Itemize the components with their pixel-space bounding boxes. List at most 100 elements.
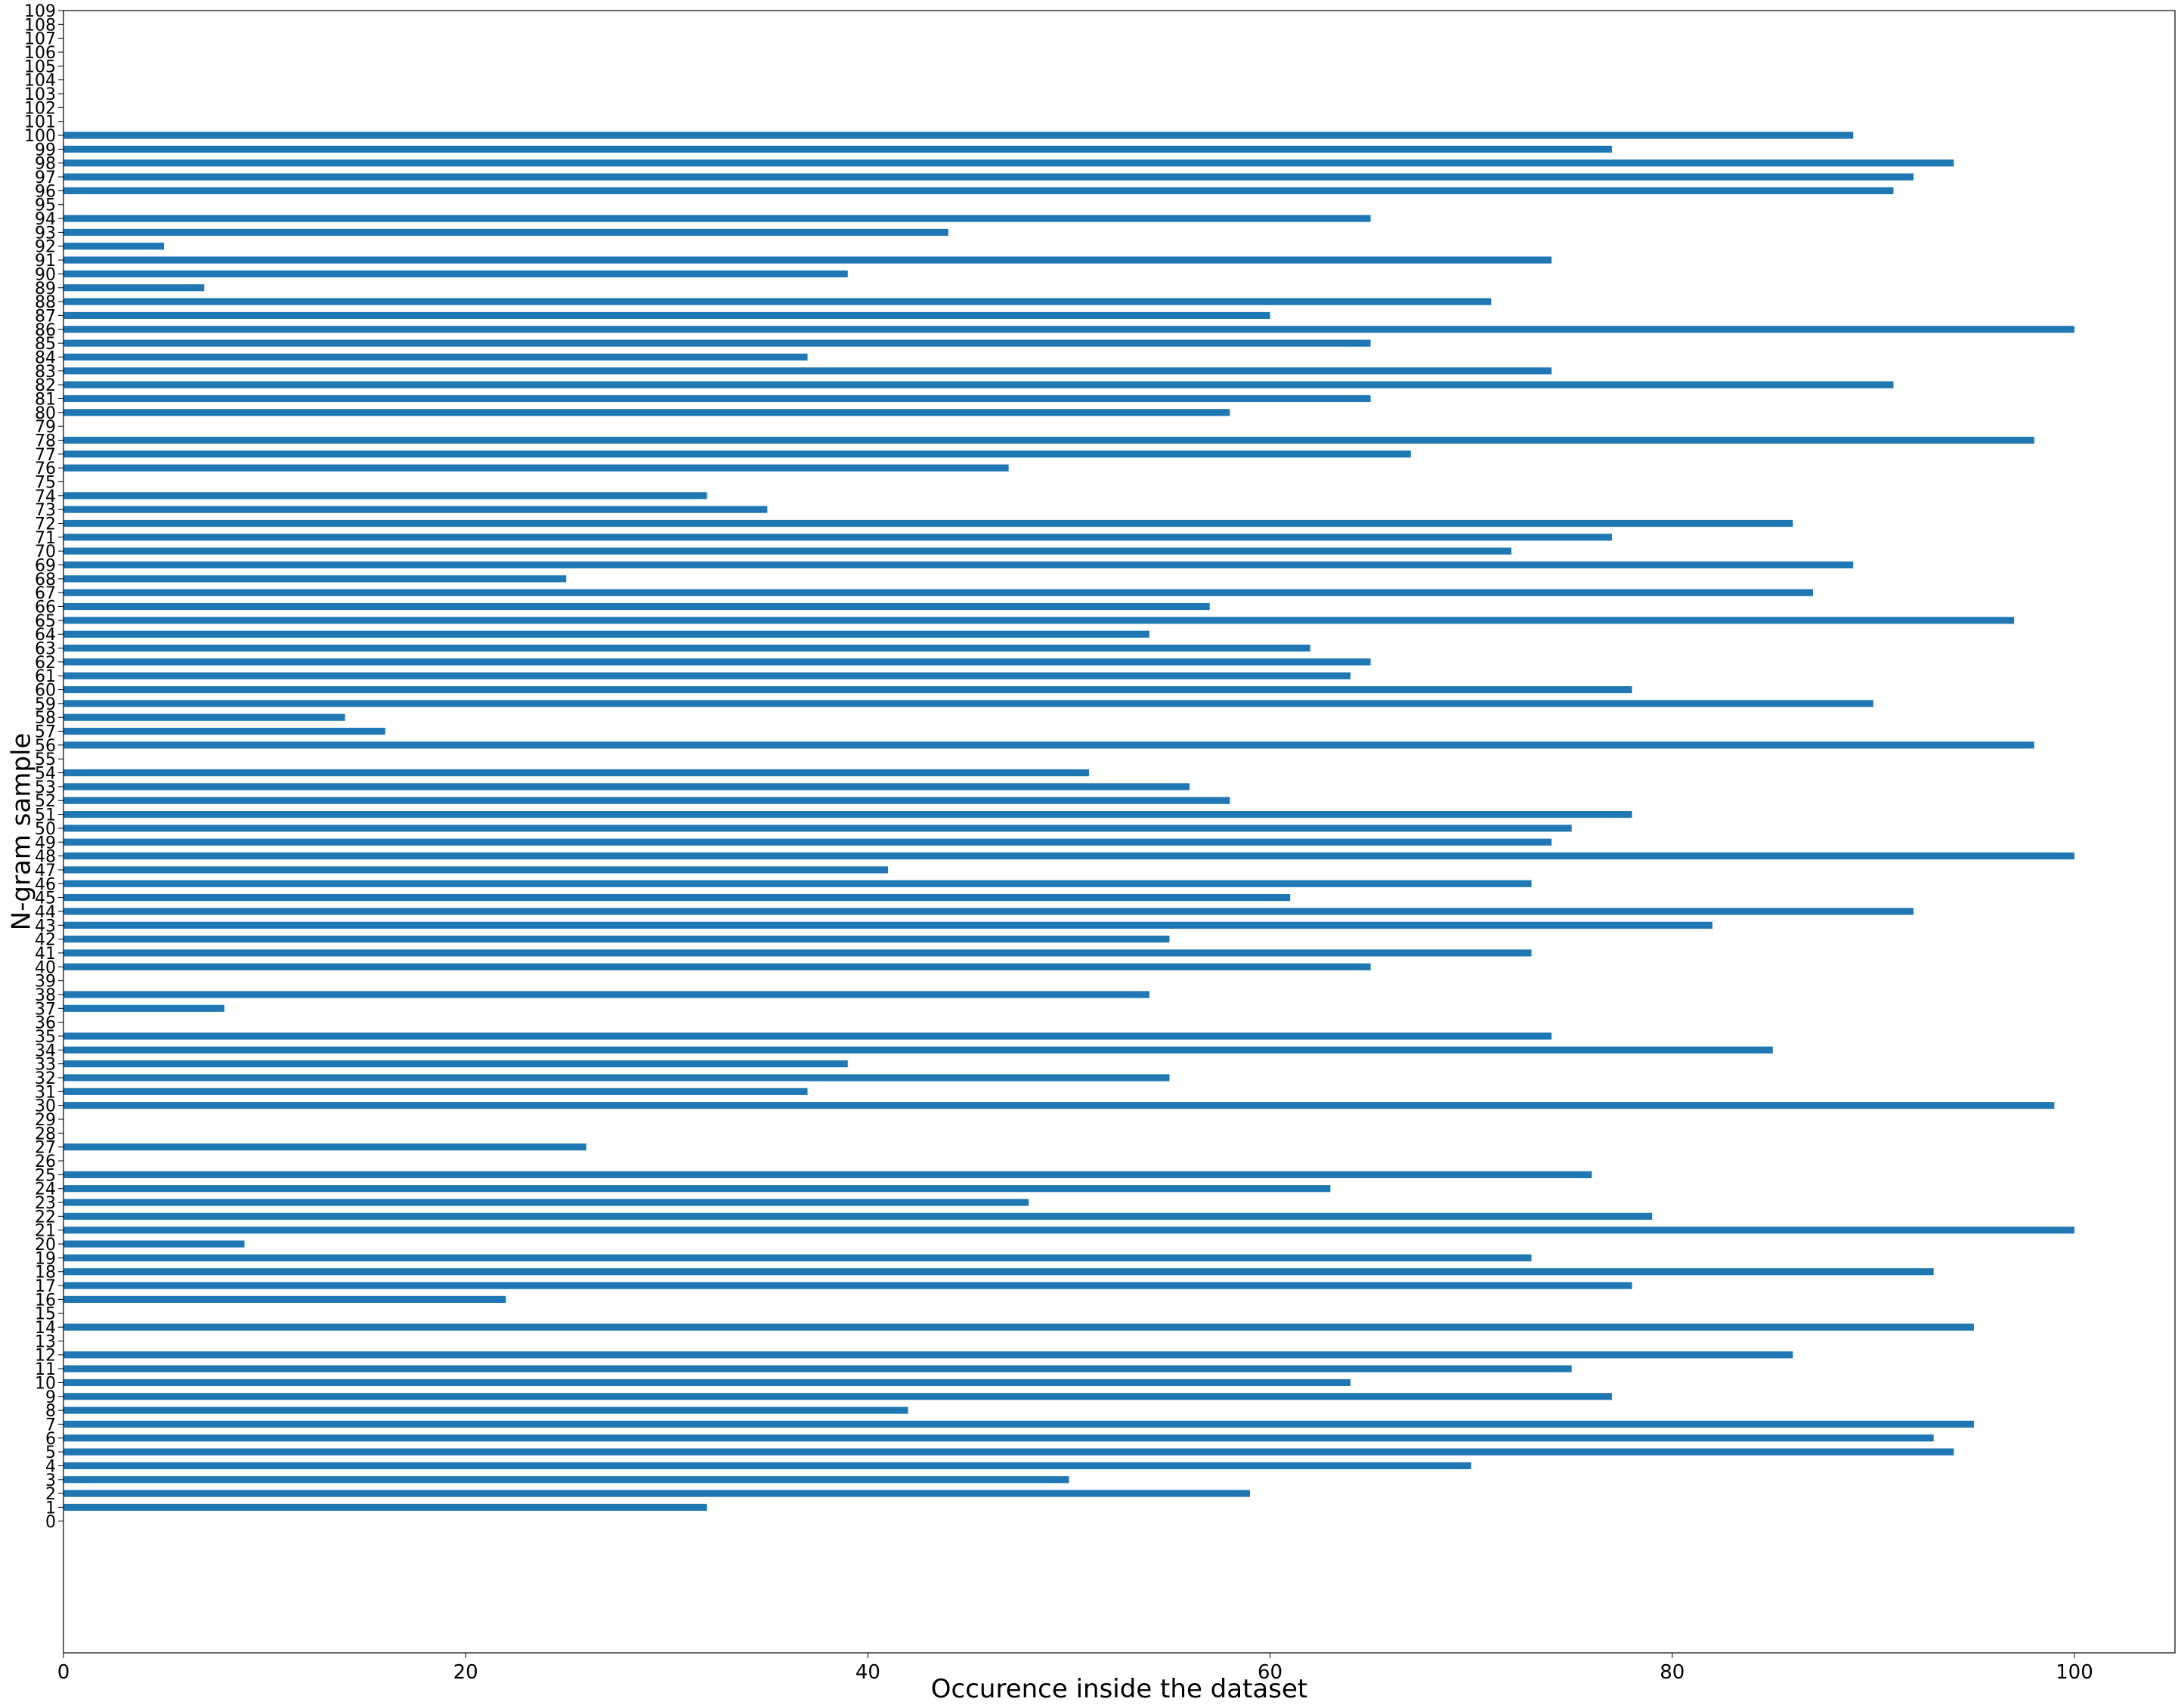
y-tick-label: 69 (35, 557, 56, 576)
y-tick-label: 68 (35, 571, 56, 589)
bar-25 (63, 1171, 1592, 1178)
y-tick-label: 37 (35, 1000, 56, 1019)
bar-73 (63, 506, 768, 513)
y-tick-label: 65 (35, 612, 56, 631)
y-tick-label: 79 (35, 418, 56, 437)
bar-23 (63, 1199, 1029, 1206)
bar-16 (63, 1295, 506, 1303)
y-tick-label: 17 (35, 1277, 56, 1296)
bar-70 (63, 547, 1511, 555)
bar-46 (63, 880, 1532, 887)
y-tick-label: 11 (35, 1360, 56, 1379)
bar-63 (63, 644, 1310, 652)
y-tick-label: 21 (35, 1222, 56, 1241)
bar-64 (63, 630, 1149, 638)
bar-37 (63, 1004, 224, 1012)
y-tick-label: 71 (35, 529, 56, 548)
bar-100 (63, 132, 1854, 139)
bar-11 (63, 1365, 1572, 1372)
y-tick-label: 28 (35, 1125, 56, 1143)
bar-92 (63, 243, 165, 250)
y-tick-label: 24 (35, 1180, 56, 1199)
y-tick-label: 36 (35, 1014, 56, 1033)
y-tick-label: 9 (45, 1388, 56, 1407)
bar-83 (63, 367, 1552, 375)
y-tick-label: 86 (35, 321, 56, 340)
y-tick-label: 23 (35, 1194, 56, 1213)
x-axis-label: Occurence inside the dataset (931, 1674, 1307, 1704)
y-tick-label: 26 (35, 1153, 56, 1171)
bar-32 (63, 1074, 1170, 1081)
bar-8 (63, 1406, 908, 1414)
bar-47 (63, 866, 888, 874)
x-tick-label: 40 (855, 1661, 880, 1684)
y-tick-label: 46 (35, 875, 56, 894)
bar-56 (63, 741, 2034, 749)
bar-6 (63, 1434, 1934, 1442)
y-tick-label: 8 (45, 1402, 56, 1421)
bar-99 (63, 145, 1612, 153)
bar-91 (63, 256, 1552, 264)
bar-42 (63, 936, 1170, 943)
bar-74 (63, 492, 707, 500)
bar-38 (63, 991, 1149, 998)
y-tick-label: 91 (35, 252, 56, 271)
y-tick-label: 63 (35, 640, 56, 659)
x-tick-label: 0 (57, 1661, 70, 1684)
y-tick-label: 30 (35, 1097, 56, 1116)
bar-53 (63, 783, 1190, 791)
y-tick-label: 41 (35, 945, 56, 964)
bar-71 (63, 534, 1612, 541)
bar-84 (63, 353, 808, 361)
y-tick-label: 5 (45, 1443, 56, 1462)
bar-72 (63, 519, 1793, 528)
bar-12 (63, 1351, 1793, 1359)
y-tick-label: 101 (24, 113, 56, 132)
y-tick-label: 16 (35, 1291, 56, 1310)
y-tick-label: 72 (35, 515, 56, 534)
bar-33 (63, 1060, 848, 1068)
y-tick-label: 85 (35, 335, 56, 354)
y-tick-label: 104 (24, 72, 56, 91)
y-tick-label: 75 (35, 473, 56, 492)
y-tick-label: 73 (35, 501, 56, 520)
bar-86 (63, 326, 2074, 333)
y-tick-label: 84 (35, 348, 56, 367)
y-tick-label: 4 (45, 1457, 56, 1476)
x-tick-label: 80 (1660, 1661, 1685, 1684)
y-tick-label: 97 (35, 169, 56, 187)
bar-48 (63, 852, 2074, 860)
y-tick-label: 38 (35, 986, 56, 1005)
y-tick-label: 42 (35, 931, 56, 950)
bar-40 (63, 963, 1371, 970)
y-tick-label: 90 (35, 265, 56, 284)
y-tick-label: 78 (35, 432, 56, 450)
y-tick-label: 93 (35, 224, 56, 243)
bar-24 (63, 1185, 1331, 1193)
y-tick-label: 47 (35, 862, 56, 880)
y-tick-label: 14 (35, 1319, 56, 1338)
bar-90 (63, 270, 848, 277)
y-tick-label: 70 (35, 543, 56, 562)
y-axis-ticks: 0123456789101112131415161718192021222324… (24, 2, 63, 1532)
bar-82 (63, 381, 1894, 388)
y-axis-label: N-gram sample (7, 733, 37, 931)
bar-62 (63, 658, 1371, 666)
bar-66 (63, 602, 1210, 611)
bar-60 (63, 685, 1632, 694)
bar-17 (63, 1282, 1632, 1289)
x-tick-label: 20 (453, 1661, 478, 1684)
y-tick-label: 22 (35, 1208, 56, 1227)
bar-19 (63, 1254, 1532, 1261)
bar-97 (63, 173, 1914, 181)
y-tick-label: 88 (35, 293, 56, 312)
bar-18 (63, 1268, 1934, 1276)
y-tick-label: 109 (24, 2, 56, 21)
bar-35 (63, 1032, 1552, 1040)
y-tick-label: 15 (35, 1305, 56, 1324)
y-tick-label: 87 (35, 307, 56, 326)
y-tick-label: 89 (35, 280, 56, 299)
y-tick-label: 50 (35, 820, 56, 839)
bar-65 (63, 617, 2015, 624)
